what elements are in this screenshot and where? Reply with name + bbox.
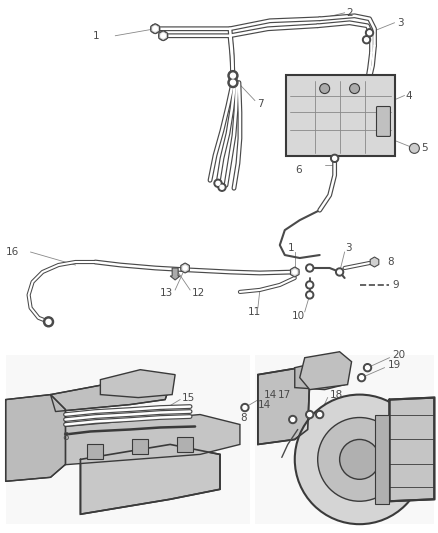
Polygon shape: [132, 439, 148, 455]
Polygon shape: [81, 445, 220, 514]
Text: 13: 13: [160, 288, 173, 298]
Text: 1: 1: [288, 243, 294, 253]
Circle shape: [360, 376, 364, 379]
Circle shape: [183, 266, 187, 270]
Text: 8: 8: [240, 413, 247, 423]
Circle shape: [316, 410, 324, 418]
Circle shape: [410, 143, 419, 154]
Text: 11: 11: [248, 307, 261, 317]
Circle shape: [366, 366, 370, 370]
Circle shape: [151, 25, 160, 33]
Text: 4: 4: [406, 91, 412, 101]
Polygon shape: [6, 355, 250, 524]
Polygon shape: [177, 438, 193, 453]
Text: 14: 14: [258, 400, 271, 409]
Circle shape: [46, 319, 51, 324]
Text: 18: 18: [330, 390, 343, 400]
Text: 8: 8: [388, 257, 394, 267]
Polygon shape: [50, 379, 170, 411]
Circle shape: [306, 410, 314, 418]
Circle shape: [228, 71, 238, 80]
Circle shape: [318, 413, 321, 416]
Circle shape: [153, 27, 157, 31]
Circle shape: [216, 181, 220, 185]
Circle shape: [241, 403, 249, 411]
Circle shape: [220, 185, 224, 189]
Circle shape: [181, 264, 189, 272]
Circle shape: [230, 80, 236, 85]
Circle shape: [364, 364, 371, 372]
Circle shape: [291, 417, 295, 422]
Polygon shape: [100, 370, 175, 398]
Text: 2: 2: [346, 8, 353, 18]
Circle shape: [214, 179, 222, 187]
Circle shape: [159, 31, 168, 40]
Text: 3: 3: [346, 243, 352, 253]
Circle shape: [308, 283, 312, 287]
Circle shape: [364, 38, 368, 42]
Text: 10: 10: [292, 311, 305, 321]
Text: 6: 6: [295, 165, 301, 175]
Circle shape: [218, 183, 226, 191]
Circle shape: [295, 394, 424, 524]
Circle shape: [228, 78, 238, 87]
Text: 5: 5: [421, 143, 428, 154]
Text: 8: 8: [63, 432, 69, 442]
FancyBboxPatch shape: [286, 75, 396, 156]
Circle shape: [332, 156, 337, 160]
Circle shape: [336, 268, 343, 276]
Circle shape: [331, 155, 339, 163]
Circle shape: [318, 417, 401, 501]
Text: 17: 17: [278, 390, 291, 400]
Polygon shape: [255, 355, 434, 524]
Polygon shape: [258, 368, 310, 445]
Text: 16: 16: [6, 247, 19, 257]
Circle shape: [363, 36, 371, 44]
Circle shape: [306, 264, 314, 272]
FancyArrow shape: [170, 268, 180, 280]
Text: 19: 19: [388, 360, 401, 370]
Polygon shape: [300, 352, 352, 390]
Polygon shape: [6, 394, 66, 481]
Text: 7: 7: [257, 99, 264, 109]
Circle shape: [161, 34, 166, 38]
Circle shape: [367, 31, 371, 35]
Circle shape: [230, 73, 236, 78]
Circle shape: [306, 291, 314, 299]
Circle shape: [289, 416, 297, 424]
Text: 1: 1: [92, 31, 99, 41]
Circle shape: [366, 29, 374, 37]
Polygon shape: [389, 398, 434, 501]
Circle shape: [308, 293, 312, 297]
Polygon shape: [31, 415, 240, 467]
FancyBboxPatch shape: [377, 107, 390, 136]
Circle shape: [357, 374, 366, 382]
Polygon shape: [295, 360, 350, 390]
Text: 3: 3: [397, 18, 404, 28]
Text: 9: 9: [392, 280, 399, 290]
Polygon shape: [88, 445, 103, 459]
Polygon shape: [374, 415, 389, 504]
Circle shape: [339, 439, 379, 479]
Text: 15: 15: [182, 393, 195, 402]
Circle shape: [293, 270, 297, 274]
Circle shape: [306, 281, 314, 289]
Circle shape: [291, 268, 299, 276]
Circle shape: [320, 84, 330, 94]
Circle shape: [243, 406, 247, 409]
Circle shape: [338, 270, 342, 274]
Text: 20: 20: [392, 350, 406, 360]
Circle shape: [43, 317, 53, 327]
Circle shape: [308, 266, 312, 270]
Circle shape: [308, 413, 312, 416]
Text: 14: 14: [264, 390, 277, 400]
Text: 12: 12: [192, 288, 205, 298]
Circle shape: [350, 84, 360, 94]
